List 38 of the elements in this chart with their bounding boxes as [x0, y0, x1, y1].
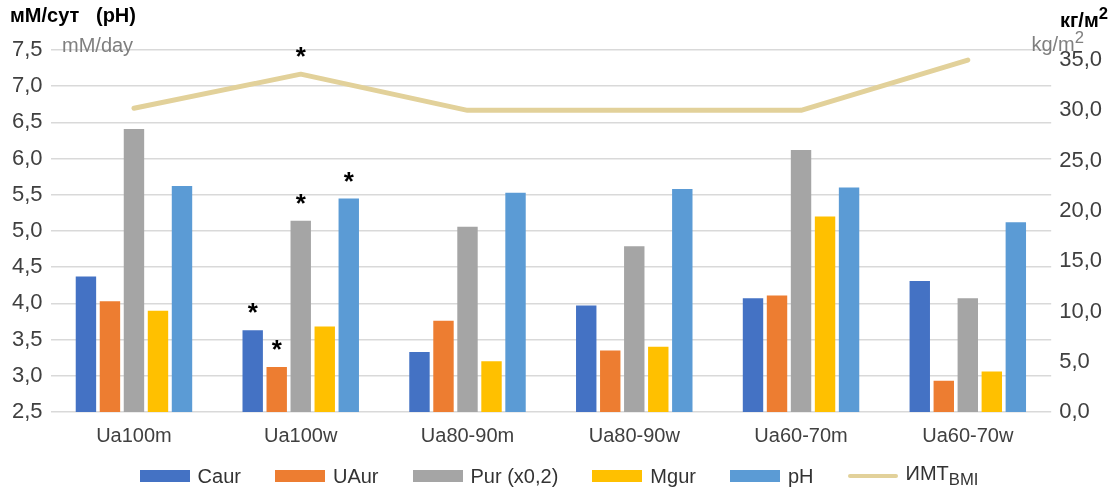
legend-label: UAur — [332, 464, 379, 488]
y2-tick-label: 10,0 — [1059, 297, 1103, 323]
y-tick-label: 3,5 — [11, 325, 43, 351]
x-tick-label: Ua100w — [264, 423, 338, 446]
y-tick-label: 5,5 — [11, 180, 43, 206]
y2-tick-label: 20,0 — [1059, 196, 1103, 222]
annotation: * — [295, 188, 307, 219]
y2-tick-label: 30,0 — [1059, 96, 1103, 122]
y2-tick-label: 5,0 — [1059, 347, 1090, 373]
annotation: mM/day — [62, 34, 134, 57]
annotation: * — [343, 165, 355, 196]
annotation: * — [271, 334, 283, 365]
y-tick-label: 7,0 — [11, 72, 43, 98]
legend-label: pH — [787, 464, 814, 488]
x-tick-label: Ua100m — [96, 423, 172, 446]
legend-label: Mgur — [650, 464, 696, 488]
y2-tick-label: 25,0 — [1059, 146, 1103, 172]
y-tick-label: 6,0 — [11, 144, 43, 170]
y2-tick-label: 15,0 — [1059, 247, 1103, 273]
y-axis-title: мМ/сут (pH) — [10, 4, 136, 27]
y-tick-label: 6,5 — [11, 108, 43, 134]
y-tick-label: 7,5 — [11, 36, 43, 62]
x-tick-label: Ua60-70m — [754, 423, 848, 446]
annotation: * — [247, 297, 259, 328]
y-tick-label: 5,0 — [11, 217, 43, 243]
legend-label: Caur — [197, 464, 241, 488]
x-tick-label: Ua80-90m — [420, 423, 515, 446]
y-tick-label: 3,0 — [11, 361, 43, 387]
y2-axis-title: кг/м$^{2}$ — [1060, 4, 1108, 31]
y-tick-label: 4,0 — [11, 289, 43, 315]
legend-label: Pur (x0,2) — [470, 464, 559, 488]
y-tick-label: 4,5 — [11, 253, 43, 279]
y2-tick-label: 0,0 — [1059, 398, 1090, 424]
legend-label: ИМТ$_{BMI}$ — [905, 462, 979, 490]
x-tick-label: Ua80-90w — [588, 423, 681, 446]
annotation: * — [295, 41, 307, 72]
y-tick-label: 2,5 — [11, 398, 43, 424]
x-tick-label: Ua60-70w — [922, 423, 1014, 446]
